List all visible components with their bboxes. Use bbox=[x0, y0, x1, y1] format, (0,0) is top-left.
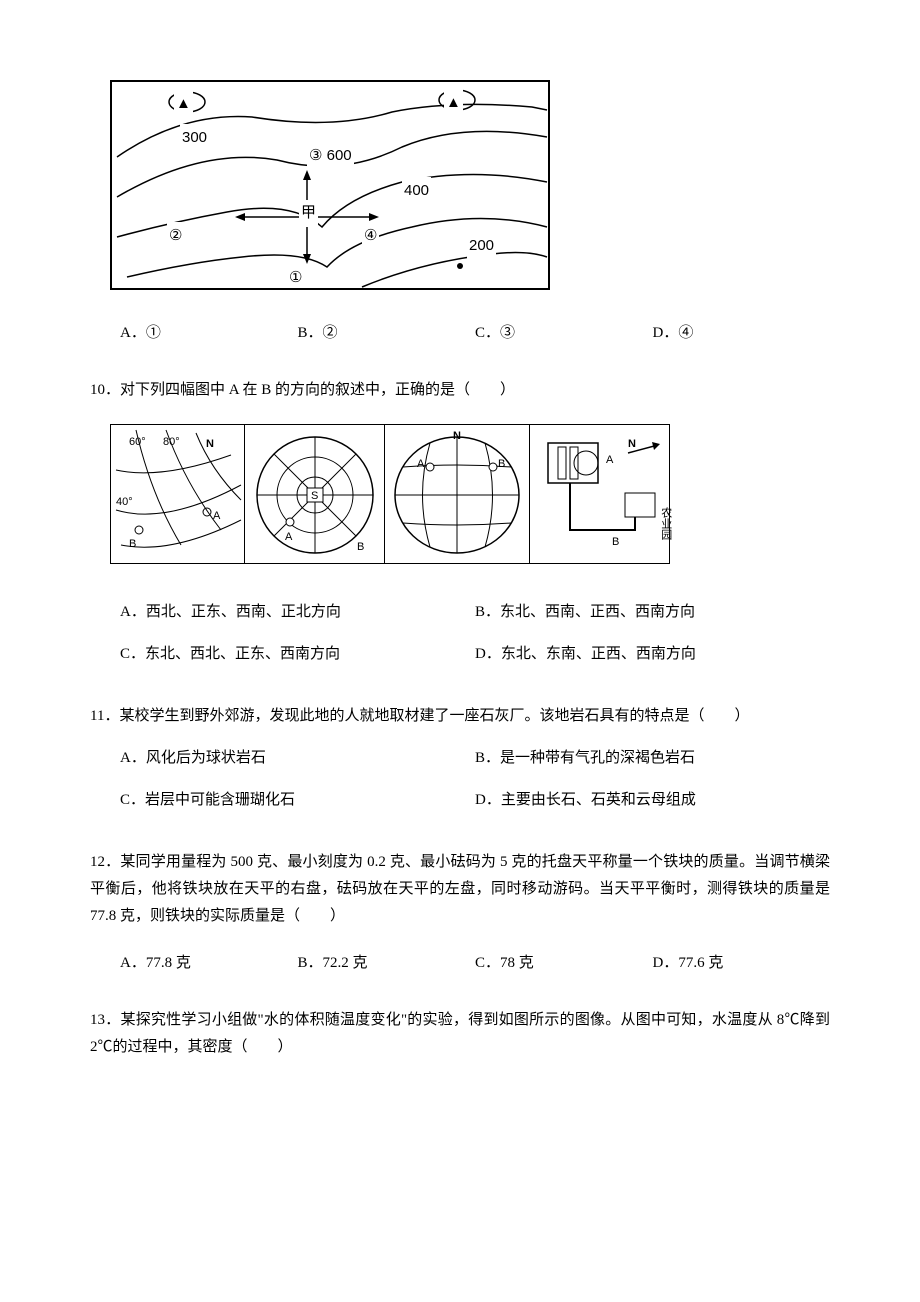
q11-option-a: A．风化后为球状岩石 bbox=[120, 745, 475, 772]
q12-option-d: D．77.6 克 bbox=[653, 950, 831, 977]
center-label: 甲 bbox=[299, 200, 318, 227]
q9-options: A．① B．② C．③ D．④ bbox=[90, 320, 830, 347]
p1-B: B bbox=[129, 535, 136, 555]
contour-map-diagram: ▲ ▲ 300 ③ 600 400 200 甲 ① ② ④ bbox=[110, 80, 550, 290]
p2-S: S bbox=[311, 487, 318, 507]
q13-text: 13．某探究性学习小组做"水的体积随温度变化"的实验，得到如图所示的图像。从图中… bbox=[90, 1007, 830, 1061]
peak-marker-2: ▲ bbox=[444, 89, 463, 116]
peak-marker-1: ▲ bbox=[174, 90, 193, 117]
q12-option-b: B．72.2 克 bbox=[298, 950, 476, 977]
map-panel-1: 60° 80° 40° N A B bbox=[110, 424, 245, 564]
q9-option-b: B．② bbox=[298, 320, 476, 347]
q9-option-c: C．③ bbox=[475, 320, 653, 347]
p2-A: A bbox=[285, 528, 292, 548]
q12-option-a: A．77.8 克 bbox=[120, 950, 298, 977]
p3-N: N bbox=[453, 427, 461, 447]
q10-text: 10．对下列四幅图中 A 在 B 的方向的叙述中，正确的是（ ） bbox=[90, 377, 830, 404]
q10-option-c: C．东北、西北、正东、西南方向 bbox=[120, 641, 475, 668]
q12-option-c: C．78 克 bbox=[475, 950, 653, 977]
q9-option-a: A．① bbox=[120, 320, 298, 347]
q11-option-d: D．主要由长石、石英和云母组成 bbox=[475, 787, 830, 814]
q10-options: A．西北、正东、西南、正北方向 B．东北、西南、正西、西南方向 C．东北、西北、… bbox=[90, 599, 830, 683]
q10-option-b: B．东北、西南、正西、西南方向 bbox=[475, 599, 830, 626]
p1-40: 40° bbox=[116, 493, 133, 513]
q9-option-d: D．④ bbox=[653, 320, 831, 347]
p3-B: B bbox=[498, 455, 505, 475]
q10-option-a: A．西北、正东、西南、正北方向 bbox=[120, 599, 475, 626]
q11-text: 11．某校学生到野外郊游，发现此地的人就地取材建了一座石灰厂。该地岩石具有的特点… bbox=[90, 703, 830, 730]
p4-farm: 农业园 bbox=[655, 507, 675, 540]
p4-B: B bbox=[612, 533, 619, 553]
p1-A: A bbox=[213, 507, 220, 527]
q11-option-b: B．是一种带有气孔的深褐色岩石 bbox=[475, 745, 830, 772]
q12-text: 12．某同学用量程为 500 克、最小刻度为 0.2 克、最小砝码为 5 克的托… bbox=[90, 849, 830, 930]
contour-600: ③ 600 bbox=[307, 142, 354, 169]
q11-options: A．风化后为球状岩石 B．是一种带有气孔的深褐色岩石 C．岩层中可能含珊瑚化石 … bbox=[90, 745, 830, 829]
q12-options: A．77.8 克 B．72.2 克 C．78 克 D．77.6 克 bbox=[90, 950, 830, 977]
q10-maps: 60° 80° 40° N A B S A B bbox=[110, 424, 670, 564]
q10-option-d: D．东北、东南、正西、西南方向 bbox=[475, 641, 830, 668]
map-panel-3: N A B bbox=[385, 424, 530, 564]
q11-option-c: C．岩层中可能含珊瑚化石 bbox=[120, 787, 475, 814]
center-dot-icon bbox=[457, 263, 463, 269]
p1-60: 60° bbox=[129, 433, 146, 453]
marker-2: ② bbox=[167, 222, 184, 249]
map-panel-4: A N B 农业园 bbox=[530, 424, 670, 564]
marker-4: ④ bbox=[362, 222, 379, 249]
contour-400: 400 bbox=[402, 177, 431, 204]
p2-B: B bbox=[357, 538, 364, 558]
map-panel-2: S A B bbox=[245, 424, 385, 564]
contour-300: 300 bbox=[180, 124, 209, 151]
contour-200: 200 bbox=[467, 232, 496, 259]
p3-A: A bbox=[417, 455, 424, 475]
p4-N: N bbox=[628, 435, 636, 455]
p1-80: 80° bbox=[163, 433, 180, 453]
p4-A: A bbox=[606, 451, 613, 471]
marker-1: ① bbox=[287, 264, 304, 290]
p1-N: N bbox=[206, 435, 214, 455]
